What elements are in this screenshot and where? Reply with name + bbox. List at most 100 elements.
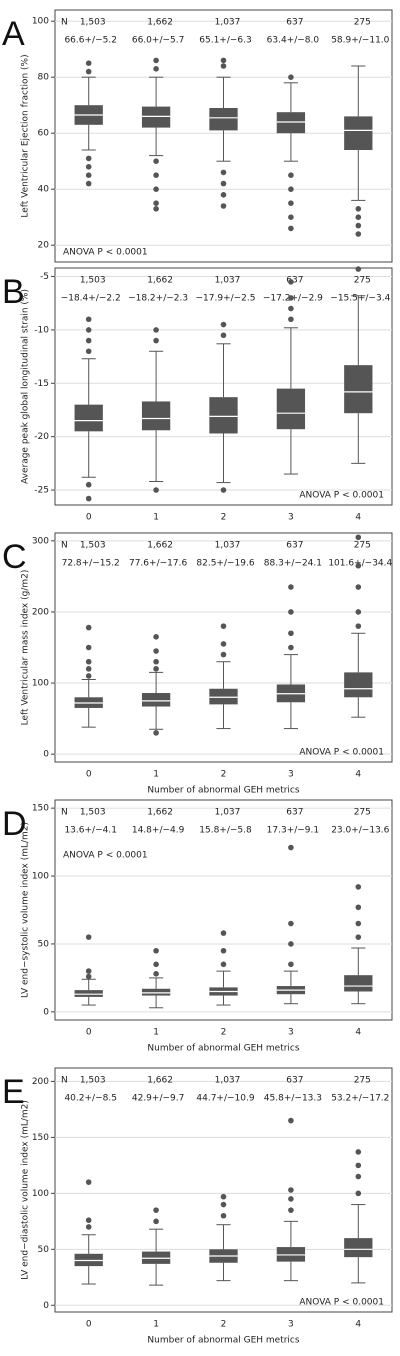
outlier xyxy=(153,172,159,178)
stat-label: −15.5+/−3.4 xyxy=(330,294,390,304)
y-tick-label: -20 xyxy=(34,432,49,442)
outlier xyxy=(153,1207,159,1213)
y-tick-label: 20 xyxy=(38,241,50,251)
outlier xyxy=(288,172,294,178)
y-tick-label: -25 xyxy=(34,486,49,496)
n-value: 637 xyxy=(286,541,303,551)
n-value: 275 xyxy=(354,276,371,286)
annotation: ANOVA P < 0.0001 xyxy=(299,491,384,501)
stat-label: 44.7+/−10.9 xyxy=(196,1094,254,1104)
n-value: 1,503 xyxy=(80,1076,106,1086)
outlier xyxy=(355,904,362,911)
stat-label: 63.4+/−8.0 xyxy=(267,36,320,46)
x-tick-label: 1 xyxy=(153,770,159,780)
outlier xyxy=(220,487,227,493)
outlier xyxy=(288,1187,294,1193)
stat-label: 77.6+/−17.6 xyxy=(129,559,187,569)
n-value: 1,503 xyxy=(80,541,106,551)
stat-label: 58.9+/−11.0 xyxy=(331,36,389,46)
x-tick-label: 4 xyxy=(355,1320,361,1330)
x-tick-label: 0 xyxy=(86,1320,92,1330)
n-value: 1,662 xyxy=(147,808,173,818)
box xyxy=(344,116,373,150)
n-value: 1,662 xyxy=(147,18,173,28)
y-tick-label: -10 xyxy=(34,325,49,335)
outlier xyxy=(153,337,159,344)
outlier xyxy=(288,844,294,851)
outlier xyxy=(220,1212,227,1219)
stat-label: 45.8+/−13.3 xyxy=(264,1094,322,1104)
y-tick-label: 80 xyxy=(38,73,50,83)
box xyxy=(276,112,306,134)
outlier xyxy=(85,644,92,651)
box xyxy=(141,988,171,996)
outlier xyxy=(85,327,92,333)
n-value: 1,037 xyxy=(215,18,241,28)
outlier xyxy=(288,214,294,220)
outlier xyxy=(288,1117,294,1124)
outlier xyxy=(288,305,294,312)
y-tick-label: 200 xyxy=(32,1077,49,1087)
outlier xyxy=(153,947,159,954)
annotation: ANOVA P < 0.0001 xyxy=(299,748,384,758)
y-tick-label: 100 xyxy=(32,679,49,689)
n-value: 275 xyxy=(354,541,371,551)
x-tick-label: 2 xyxy=(221,1028,227,1038)
outlier xyxy=(153,200,159,206)
box xyxy=(344,365,373,414)
outlier xyxy=(355,534,362,541)
x-axis-label: Number of abnormal GEH metrics xyxy=(147,786,299,796)
plot-frame xyxy=(54,1067,393,1313)
outlier xyxy=(288,1207,294,1213)
outlier xyxy=(220,169,227,176)
outlier xyxy=(355,1149,362,1155)
x-tick-label: 4 xyxy=(355,513,361,523)
outlier xyxy=(355,222,362,229)
outlier xyxy=(153,666,159,672)
outlier xyxy=(85,1179,92,1185)
box xyxy=(141,106,171,128)
stat-label: 82.5+/−19.6 xyxy=(196,559,254,569)
outlier xyxy=(220,1193,227,1200)
outlier xyxy=(220,332,227,339)
outlier xyxy=(85,934,92,940)
y-axis-label: LV end−systolic volume index (mL/m2) xyxy=(21,822,31,998)
x-tick-label: 1 xyxy=(153,1028,159,1038)
outlier xyxy=(355,214,362,220)
outlier xyxy=(85,1217,92,1224)
outlier xyxy=(355,884,362,890)
n-value: 1,037 xyxy=(215,276,241,286)
outlier xyxy=(288,295,294,301)
outlier xyxy=(288,630,294,637)
outlier xyxy=(153,186,159,192)
outlier xyxy=(85,348,92,355)
outlier xyxy=(355,584,362,590)
y-tick-label: 150 xyxy=(32,804,49,814)
x-tick-label: 3 xyxy=(288,1028,294,1038)
plot-frame xyxy=(54,799,393,1021)
outlier xyxy=(288,1196,294,1202)
n-value: 275 xyxy=(354,808,371,818)
stat-label: 40.2+/−8.5 xyxy=(64,1094,116,1104)
outlier xyxy=(85,1224,92,1230)
outlier xyxy=(220,192,227,198)
box xyxy=(344,672,373,698)
outlier xyxy=(85,337,92,344)
outlier xyxy=(153,634,159,640)
outlier xyxy=(153,158,159,164)
outlier xyxy=(355,623,362,629)
y-axis-label: Average peak global longitudinal strain … xyxy=(21,289,31,484)
stat-label: 72.8+/−15.2 xyxy=(62,559,120,569)
outlier xyxy=(153,57,159,64)
outlier xyxy=(220,930,227,936)
box xyxy=(209,397,238,434)
panel-letter: C xyxy=(2,538,27,576)
outlier xyxy=(85,68,92,75)
outlier xyxy=(220,1201,227,1208)
outlier xyxy=(220,180,227,187)
stat-label: −18.4+/−2.2 xyxy=(61,294,121,304)
y-axis-label: Left Ventricular mass index (g/m2) xyxy=(21,570,31,726)
y-axis-label: LV end−diastolic volume index (mL/m2) xyxy=(21,1100,31,1280)
outlier xyxy=(288,279,294,285)
outlier xyxy=(220,651,227,658)
